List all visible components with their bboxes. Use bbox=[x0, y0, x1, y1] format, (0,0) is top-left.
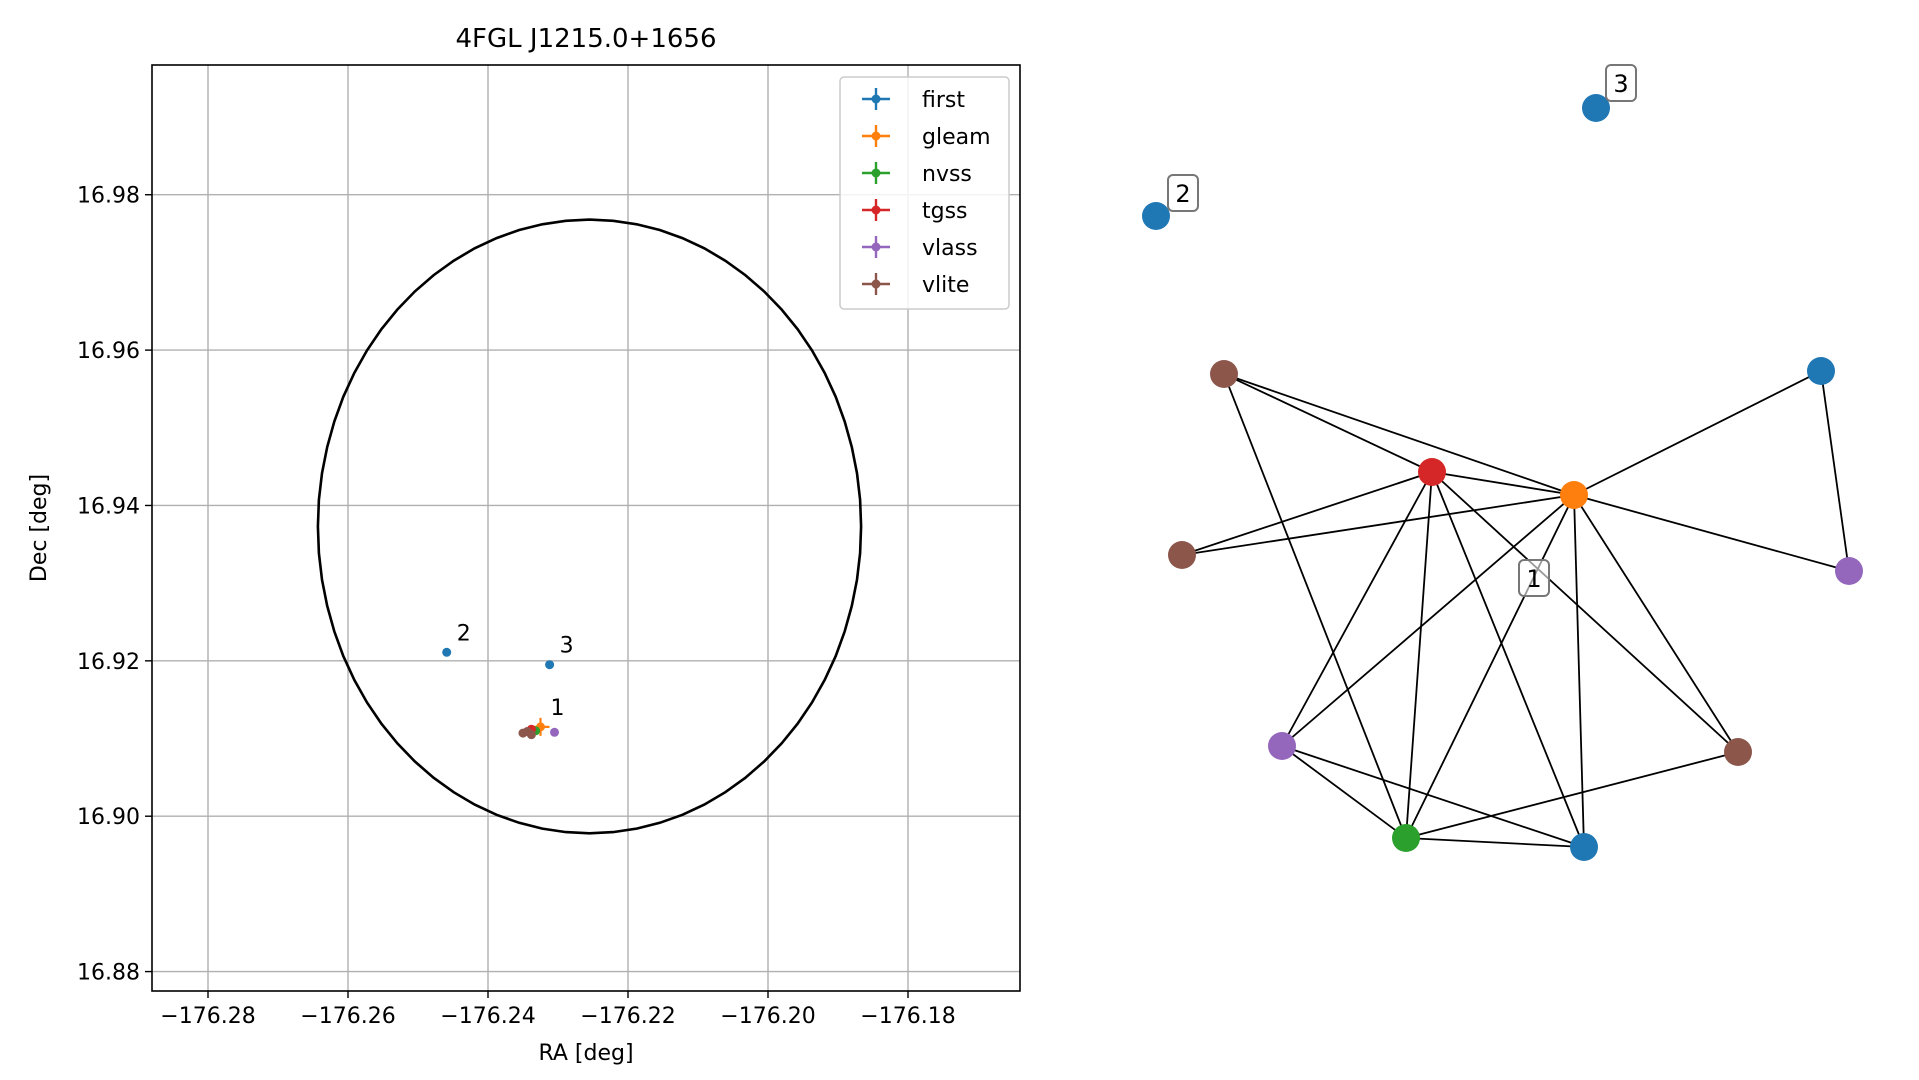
y-axis-ticks: 16.88 16.90 16.92 16.94 16.96 16.98 bbox=[77, 184, 152, 986]
graph-edge bbox=[1820, 370, 1850, 572]
graph-node-vlass bbox=[1268, 732, 1296, 760]
data-point-vlass bbox=[550, 727, 559, 737]
data-point-vlite bbox=[522, 727, 532, 737]
label-box bbox=[1167, 174, 1199, 212]
y-tick-label: 16.98 bbox=[77, 184, 140, 209]
y-tick-label: 16.92 bbox=[77, 650, 140, 675]
graph-edge bbox=[1573, 494, 1585, 848]
graph-edge bbox=[1223, 373, 1407, 839]
graph-edge bbox=[1281, 745, 1407, 839]
x-tick-label: −176.20 bbox=[720, 1004, 815, 1029]
legend-marker-dot bbox=[871, 131, 881, 141]
legend-marker-dot bbox=[871, 205, 881, 215]
graph-node-vlass bbox=[1835, 557, 1863, 585]
label-text: 1 bbox=[1526, 565, 1541, 593]
graph-edge bbox=[1223, 373, 1433, 473]
x-tick-label: −176.22 bbox=[580, 1004, 675, 1029]
graph-edge bbox=[1223, 373, 1575, 496]
graph-edge bbox=[1405, 837, 1585, 848]
y-tick-label: 16.96 bbox=[77, 339, 140, 364]
graph-node-vlite bbox=[1168, 541, 1196, 569]
graph-node-vlite bbox=[1210, 360, 1238, 388]
graph-node-nvss bbox=[1392, 824, 1420, 852]
plot-frame bbox=[151, 64, 1021, 992]
data-point-first bbox=[442, 647, 452, 657]
data-points: 2 3 1 bbox=[442, 621, 574, 740]
graph-node-first bbox=[1807, 357, 1835, 385]
y-tick-label: 16.88 bbox=[77, 961, 140, 986]
graph-edge bbox=[1573, 370, 1822, 496]
label-text: 3 bbox=[1613, 70, 1628, 98]
graph-node-label: 1 bbox=[1518, 559, 1550, 597]
legend: first gleam nvss tgss vlass vlite bbox=[839, 76, 1010, 310]
graph-node-label: 3 bbox=[1605, 64, 1637, 102]
graph-edge bbox=[1573, 494, 1739, 753]
y-tick-label: 16.94 bbox=[77, 494, 140, 519]
point-label: 1 bbox=[551, 696, 565, 721]
legend-label: tgss bbox=[922, 199, 968, 224]
x-tick-label: −176.26 bbox=[300, 1004, 395, 1029]
graph-edge bbox=[1431, 471, 1575, 496]
label-box bbox=[1605, 64, 1637, 102]
legend-label: first bbox=[922, 88, 965, 113]
graph-edge bbox=[1281, 494, 1575, 747]
x-tick-label: −176.24 bbox=[440, 1004, 535, 1029]
graph-edges bbox=[1181, 370, 1850, 848]
graph-edge bbox=[1281, 471, 1433, 747]
point-label: 3 bbox=[560, 634, 574, 659]
graph-node-tgss bbox=[1418, 458, 1446, 486]
legend-item-tgss: tgss bbox=[862, 199, 968, 224]
legend-marker-dot bbox=[871, 94, 881, 104]
y-axis-label: Dec [deg] bbox=[27, 474, 52, 582]
x-tick-label: −176.18 bbox=[860, 1004, 955, 1029]
legend-marker-dot bbox=[871, 242, 881, 252]
graph-edge bbox=[1405, 471, 1433, 839]
graph-edge bbox=[1181, 494, 1575, 556]
legend-item-nvss: nvss bbox=[862, 162, 972, 187]
legend-item-vlass: vlass bbox=[862, 236, 978, 261]
graph-node-vlite bbox=[1724, 738, 1752, 766]
label-box bbox=[1518, 559, 1550, 597]
data-point-first bbox=[545, 660, 555, 670]
legend-label: gleam bbox=[922, 125, 991, 150]
chart-title: 4FGL J1215.0+1656 bbox=[456, 24, 717, 54]
graph-node-gleam bbox=[1560, 481, 1588, 509]
legend-label: nvss bbox=[922, 162, 972, 187]
graph-edge bbox=[1405, 751, 1739, 839]
graph-edge bbox=[1281, 745, 1585, 848]
legend-item-first: first bbox=[862, 88, 965, 113]
legend-item-vlite: vlite bbox=[862, 273, 969, 298]
y-tick-label: 16.90 bbox=[77, 805, 140, 830]
x-axis-ticks: −176.28 −176.26 −176.24 −176.22 −176.20 −176.… bbox=[160, 991, 956, 1029]
graph-edge bbox=[1431, 471, 1585, 848]
graph-node-label: 2 bbox=[1167, 174, 1199, 212]
x-tick-label: −176.28 bbox=[160, 1004, 255, 1029]
legend-marker-dot bbox=[871, 279, 881, 289]
legend-item-gleam: gleam bbox=[862, 125, 991, 150]
association-graph: 1 2 3 bbox=[1142, 64, 1863, 861]
uncertainty-ellipse bbox=[316, 218, 863, 835]
graph-nodes bbox=[1142, 94, 1863, 861]
scatter-panel: 4FGL J1215.0+1656 −176.28 −176.26 −176.24−… bbox=[27, 24, 1021, 1066]
legend-marker-dot bbox=[871, 168, 881, 178]
label-text: 2 bbox=[1175, 180, 1190, 208]
graph-node-first bbox=[1570, 833, 1598, 861]
legend-label: vlass bbox=[922, 236, 978, 261]
graph-node-first bbox=[1582, 94, 1610, 122]
graph-node-first bbox=[1142, 202, 1170, 230]
legend-label: vlite bbox=[922, 273, 969, 298]
graph-edge bbox=[1405, 494, 1575, 839]
x-axis-label: RA [deg] bbox=[538, 1041, 633, 1066]
graph-edge bbox=[1431, 471, 1739, 753]
graph-labels: 1 2 3 bbox=[1167, 64, 1637, 597]
graph-edge bbox=[1573, 494, 1850, 572]
graph-edge bbox=[1181, 471, 1433, 556]
point-label: 2 bbox=[457, 621, 471, 646]
